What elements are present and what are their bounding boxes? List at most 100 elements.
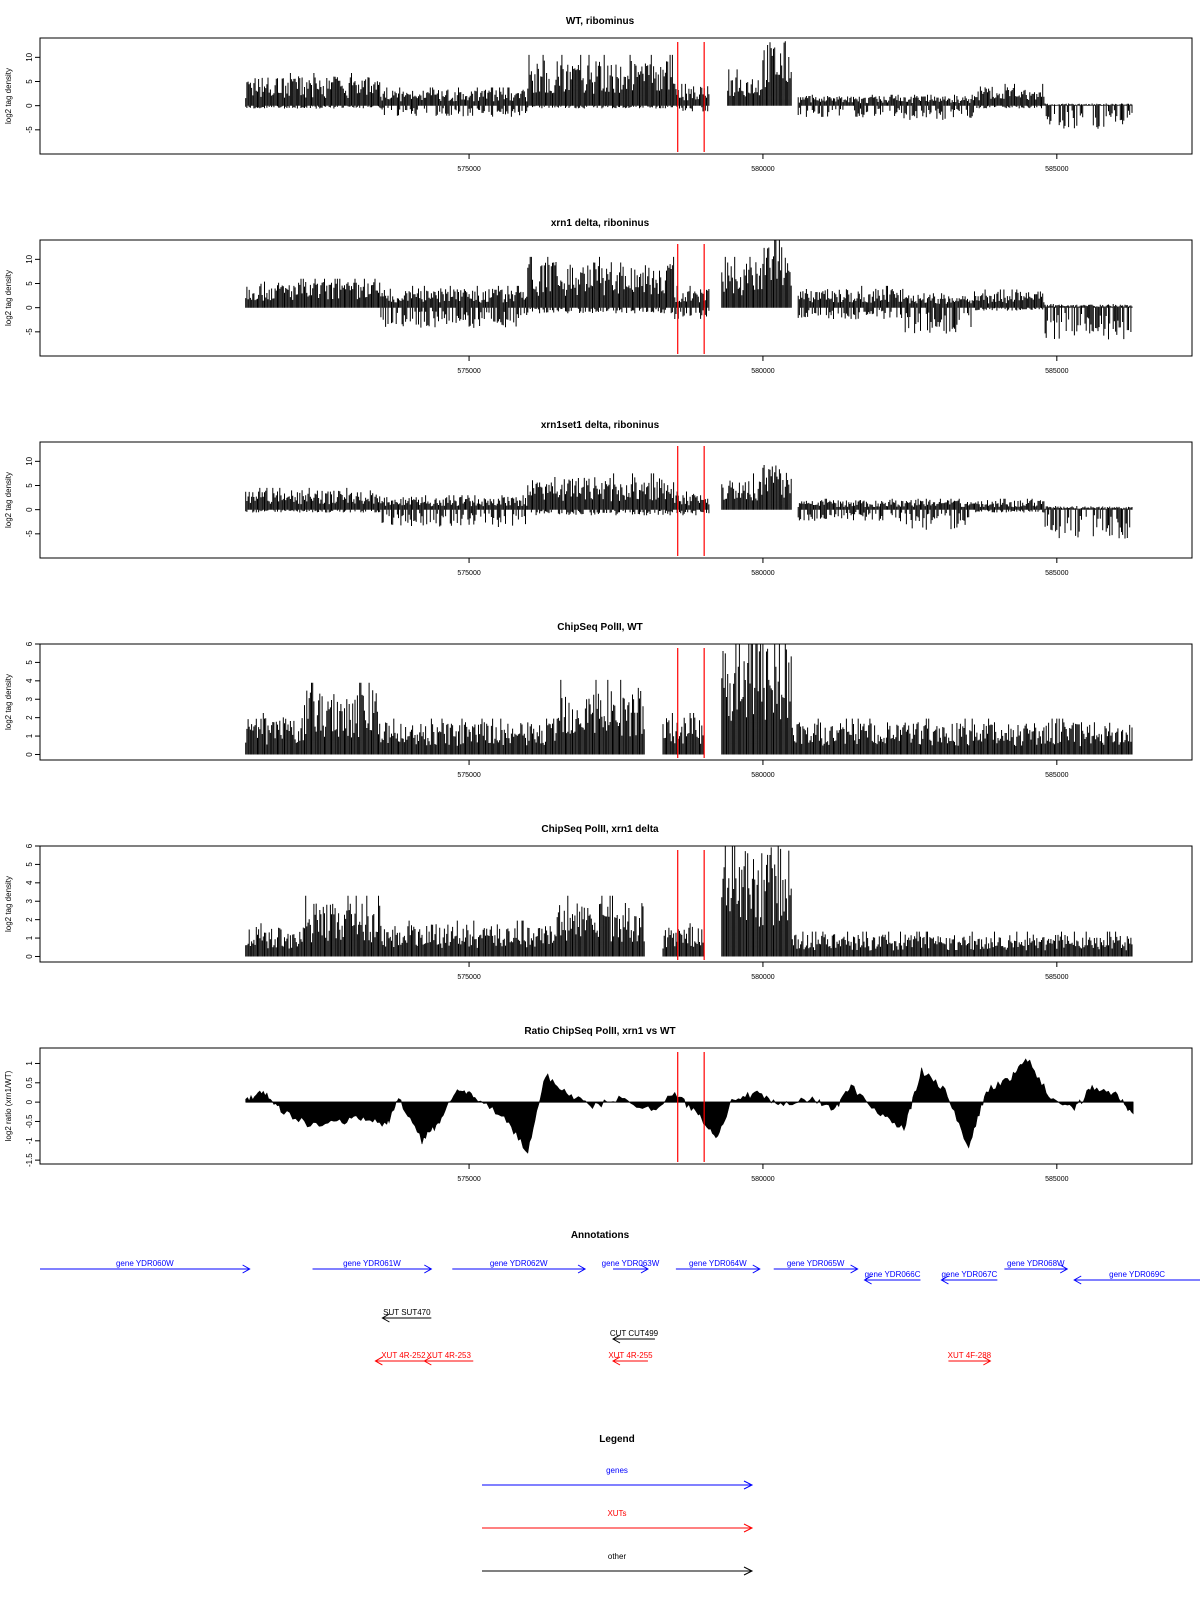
annotation-feature: gene YDR065W [773, 1259, 859, 1274]
arrowhead-icon [983, 1356, 992, 1366]
feature-label: gene YDR068W [1007, 1259, 1065, 1268]
x-tick-label: 585000 [1045, 166, 1068, 173]
panel-title: Ratio ChipSeq PolII, xrn1 vs WT [524, 1026, 675, 1037]
y-tick-label: 0 [25, 507, 34, 512]
arrowhead-icon [752, 1264, 761, 1274]
track-panel: ChipSeq PolII, WT log2 tag density 0 1 2 3 4 5 6… [4, 622, 1193, 779]
signal-bars [245, 465, 1133, 539]
annotation-feature: CUT CUT499 [610, 1329, 659, 1344]
arrowhead-icon [612, 1356, 621, 1366]
y-tick-label: 2 [25, 715, 34, 720]
y-axis-label: log2 tag density [4, 472, 13, 528]
arrowhead-icon [374, 1356, 383, 1366]
y-axis-label: log2 tag density [4, 876, 13, 932]
track-panel: Ratio ChipSeq PolII, xrn1 vs WT log2 rati… [4, 1026, 1193, 1183]
arrowhead-icon [612, 1334, 621, 1344]
y-tick-label: 5 [25, 79, 34, 84]
feature-label: gene YDR069C [1109, 1270, 1165, 1279]
annotation-feature: gene YDR064W [675, 1259, 761, 1274]
signal-bars [245, 41, 1133, 129]
feature-label: XUT 4F-288 [948, 1351, 992, 1360]
panel-title: xrn1 delta, riboninus [551, 218, 650, 229]
y-tick-label: 5 [25, 862, 34, 867]
y-tick-label: 0 [25, 103, 34, 108]
legend-label: genes [606, 1466, 628, 1475]
ratio-area [245, 1058, 1134, 1154]
feature-label: XUT 4R-253 [427, 1351, 472, 1360]
track-panel: xrn1 delta, riboninus log2 tag density -5 0… [4, 218, 1193, 375]
plot-frame [39, 239, 1193, 357]
x-tick-label: 585000 [1045, 772, 1068, 779]
x-tick-label: 585000 [1045, 1176, 1068, 1183]
signal-track [245, 644, 1133, 755]
x-tick-label: 580000 [751, 368, 774, 375]
signal-bars [245, 644, 1133, 755]
x-tick-label: 580000 [751, 772, 774, 779]
feature-label: XUT 4R-252 [381, 1351, 426, 1360]
legend-title: Legend [599, 1434, 635, 1445]
y-tick-label: 5 [25, 660, 34, 665]
arrowhead-icon [577, 1264, 587, 1274]
y-tick-label: 0 [25, 954, 34, 959]
y-axis-label: log2 tag density [4, 674, 13, 730]
x-tick-label: 580000 [751, 974, 774, 981]
arrowhead-icon [940, 1275, 949, 1285]
signal-track [245, 41, 1133, 129]
feature-label: SUT SUT470 [383, 1308, 431, 1317]
legend-entry: other [482, 1552, 754, 1576]
y-tick-label: 10 [25, 254, 34, 263]
y-tick-label: 4 [25, 880, 34, 885]
y-tick-label: 6 [25, 641, 34, 646]
y-tick-label: 10 [25, 52, 34, 61]
annotation-feature: gene YDR061W [312, 1259, 433, 1274]
x-tick-label: 575000 [457, 1176, 480, 1183]
panel-title: ChipSeq PolII, WT [557, 622, 643, 633]
y-tick-label: 3 [25, 696, 34, 701]
track-panel: xrn1set1 delta, riboninus log2 tag densit… [4, 420, 1193, 577]
y-tick-label: -0.5 [25, 1114, 34, 1128]
annotation-feature: gene YDR068W [1004, 1259, 1069, 1274]
annotation-feature: SUT SUT470 [381, 1308, 432, 1323]
y-axis-label: log2 tag density [4, 68, 13, 124]
x-tick-label: 575000 [457, 570, 480, 577]
arrowhead-icon [640, 1264, 649, 1274]
x-tick-label: 585000 [1045, 368, 1068, 375]
y-tick-label: 0 [25, 305, 34, 310]
x-tick-label: 585000 [1045, 570, 1068, 577]
y-tick-label: 10 [25, 456, 34, 465]
x-tick-label: 575000 [457, 772, 480, 779]
annotation-feature: gene YDR069C [1073, 1270, 1200, 1285]
x-tick-label: 575000 [457, 166, 480, 173]
signal-bars [245, 846, 1133, 957]
feature-label: gene YDR066C [865, 1270, 921, 1279]
feature-label: CUT CUT499 [610, 1329, 659, 1338]
panel-title: ChipSeq PolII, xrn1 delta [541, 824, 659, 835]
y-tick-label: 1 [25, 1061, 34, 1066]
signal-track [245, 846, 1133, 957]
annotation-feature: gene YDR063W [602, 1259, 660, 1274]
y-tick-label: 1 [25, 935, 34, 940]
legend-label: other [608, 1552, 627, 1561]
y-tick-label: 0 [25, 1099, 34, 1104]
feature-label: gene YDR064W [689, 1259, 747, 1268]
y-tick-label: -5 [25, 126, 34, 134]
annotations-track: Annotations gene YDR060W gene YDR061W gene… [40, 1230, 1200, 1366]
x-tick-label: 580000 [751, 166, 774, 173]
legend-label: XUTs [607, 1509, 626, 1518]
plot-frame [39, 1047, 1193, 1165]
arrowhead-icon [743, 1480, 754, 1490]
feature-label: gene YDR063W [602, 1259, 660, 1268]
y-tick-label: 5 [25, 281, 34, 286]
plot-frame [39, 643, 1193, 761]
arrowhead-icon [850, 1264, 859, 1274]
y-tick-label: -5 [25, 328, 34, 336]
feature-label: gene YDR067C [941, 1270, 997, 1279]
legend: Legend genes XUTs other [482, 1434, 754, 1576]
x-tick-label: 580000 [751, 1176, 774, 1183]
track-panel: WT, ribominus log2 tag density -5 0 5 10 57500… [4, 16, 1193, 173]
arrowhead-icon [863, 1275, 872, 1285]
y-tick-label: 5 [25, 483, 34, 488]
feature-label: gene YDR061W [343, 1259, 401, 1268]
plot-frame [39, 37, 1193, 155]
